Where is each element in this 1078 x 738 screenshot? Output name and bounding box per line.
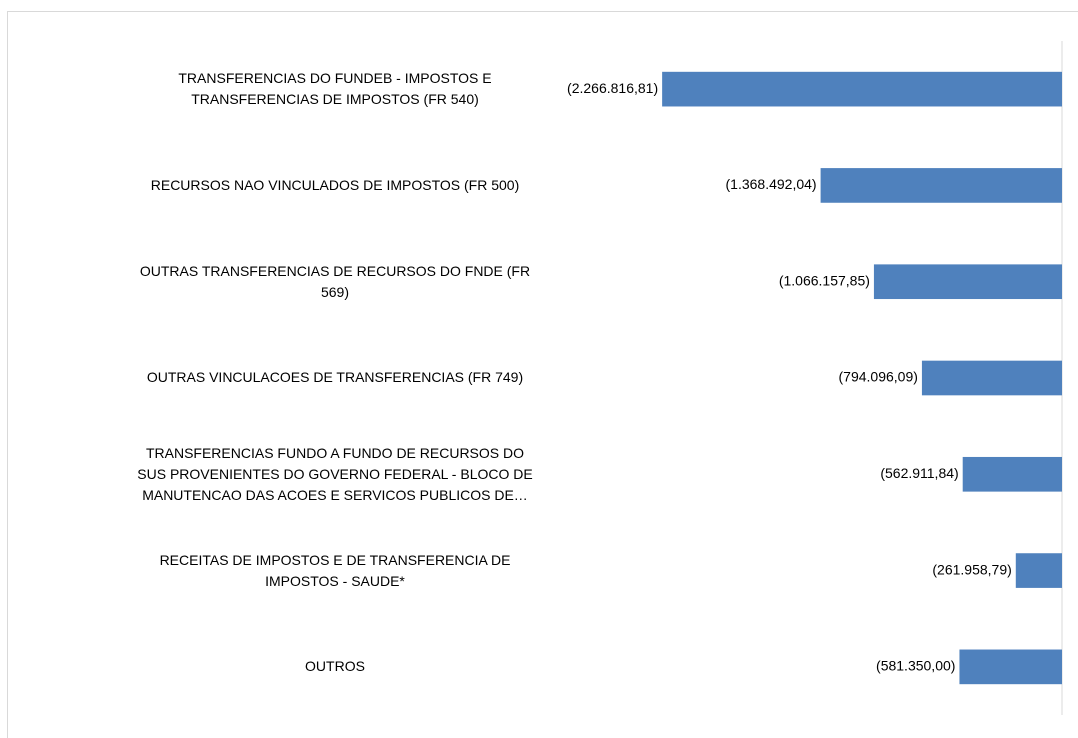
data-label: (562.911,84) <box>880 465 958 481</box>
category-label: RECEITAS DE IMPOSTOS E DE TRANSFERENCIA … <box>159 551 511 589</box>
bar <box>873 264 1062 300</box>
data-label: (581.350,00) <box>876 658 955 674</box>
data-label: (1.368.492,04) <box>726 176 817 192</box>
bar <box>959 649 1062 685</box>
bar <box>820 168 1062 203</box>
bar <box>921 360 1062 396</box>
category-label: OUTRAS VINCULACOES DE TRANSFERENCIAS (FR… <box>146 369 524 386</box>
category-label: TRANSFERENCIAS DO FUNDEB - IMPOSTOS E TR… <box>178 70 492 108</box>
data-label: (261.958,79) <box>932 561 1011 577</box>
bar <box>662 71 1062 107</box>
category-label: RECURSOS NAO VINCULADOS DE IMPOSTOS (FR … <box>150 176 520 193</box>
category-label: TRANSFERENCIAS FUNDO A FUNDO DE RECURSOS… <box>137 444 533 503</box>
data-label: (1.066.157,85) <box>779 272 870 288</box>
chart-border <box>7 11 1078 738</box>
bar <box>962 456 1062 492</box>
category-label: OUTRAS TRANSFERENCIAS DE RECURSOS DO FND… <box>139 262 531 300</box>
data-label: (2.266.816,81) <box>567 80 658 96</box>
category-label: OUTROS <box>305 658 365 675</box>
bar <box>1015 553 1062 588</box>
data-label: (794.096,09) <box>839 369 918 385</box>
